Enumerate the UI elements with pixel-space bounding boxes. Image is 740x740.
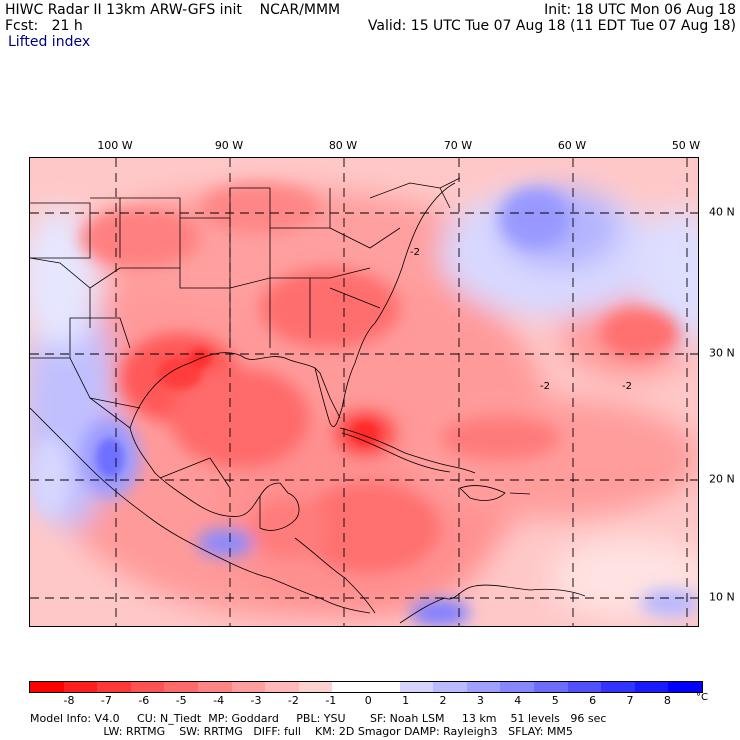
colorbar-swatch xyxy=(298,682,333,692)
init-time: Init: 18 UTC Mon 06 Aug 18 xyxy=(544,2,736,18)
colorbar-swatch xyxy=(30,682,64,692)
colorbar-tick-label: 0 xyxy=(364,694,372,707)
colorbar-swatch xyxy=(365,682,400,692)
colorbar-swatch xyxy=(164,682,198,692)
lon-label-50w: 50 W xyxy=(671,139,701,152)
lat-label-40n: 40 N xyxy=(709,205,735,219)
colorbar-tick-label: -5 xyxy=(175,694,187,707)
field-name: Lifted index xyxy=(8,34,91,50)
colorbar-tick-label: 6 xyxy=(589,694,597,707)
colorbar-swatch xyxy=(500,682,534,692)
colorbar-swatch xyxy=(601,682,635,692)
colorbar-swatch xyxy=(265,682,299,692)
colorbar-swatch xyxy=(332,682,366,692)
colorbar-tick-label: 1 xyxy=(402,694,410,707)
colorbar xyxy=(29,681,703,693)
colorbar-swatch xyxy=(63,682,98,692)
lat-label-20n: 20 N xyxy=(709,472,735,486)
colorbar-tick-label: 8 xyxy=(663,694,671,707)
colorbar-tick-label: -7 xyxy=(100,694,112,707)
contour-labels: -2 -2 -2 xyxy=(410,247,632,392)
colorbar-tick-label: -4 xyxy=(213,694,225,707)
lifted-index-map: -2 -2 -2 xyxy=(30,158,698,626)
colorbar-swatch xyxy=(197,682,232,692)
latlon-grid xyxy=(30,158,698,626)
lon-label-80w: 80 W xyxy=(328,139,358,152)
colorbar-swatch xyxy=(433,682,467,692)
colorbar-tick-label: -3 xyxy=(250,694,262,707)
map-panel[interactable]: -2 -2 -2 xyxy=(29,157,699,627)
colorbar-tick-label: 5 xyxy=(551,694,559,707)
field-layer-peaks xyxy=(96,348,379,478)
lon-label-70w: 70 W xyxy=(443,139,473,152)
lon-label-60w: 60 W xyxy=(557,139,587,152)
colorbar-swatch xyxy=(231,682,266,692)
lon-label-100w: 100 W xyxy=(97,139,133,152)
colorbar-swatch xyxy=(533,682,568,692)
colorbar-swatch xyxy=(634,682,669,692)
colorbar-swatch xyxy=(97,682,131,692)
forecast-hour: Fcst: 21 h xyxy=(5,18,83,34)
colorbar-tick-label: -2 xyxy=(287,694,299,707)
field-layer-cores xyxy=(30,183,698,626)
map-title: HIWC Radar II 13km ARW-GFS init NCAR/MMM xyxy=(5,2,341,18)
lat-label-10n: 10 N xyxy=(709,590,735,604)
colorbar-tick-label: 7 xyxy=(626,694,634,707)
model-info-line1: Model Info: V4.0 CU: N_Tiedt MP: Goddard… xyxy=(30,712,607,725)
colorbar-tick-label: 3 xyxy=(476,694,484,707)
colorbar-swatch xyxy=(399,682,434,692)
contour-label: -2 xyxy=(410,247,420,258)
colorbar-tick-label: 4 xyxy=(514,694,522,707)
colorbar-swatch xyxy=(130,682,165,692)
valid-time: Valid: 15 UTC Tue 07 Aug 18 (11 EDT Tue … xyxy=(367,18,736,34)
contour-label: -2 xyxy=(540,381,550,392)
colorbar-tick-label: -6 xyxy=(138,694,150,707)
colorbar-swatch xyxy=(567,682,602,692)
colorbar-tick-label: -1 xyxy=(325,694,337,707)
colorbar-swatch xyxy=(668,682,702,692)
colorbar-tick-label: -8 xyxy=(63,694,75,707)
model-info-line2: LW: RRTMG SW: RRTMG DIFF: full KM: 2D Sm… xyxy=(30,725,573,738)
lon-label-90w: 90 W xyxy=(214,139,244,152)
colorbar-unit: °C xyxy=(696,692,708,703)
colorbar-tick-label: 2 xyxy=(439,694,447,707)
lat-label-30n: 30 N xyxy=(709,346,735,360)
contour-label: -2 xyxy=(622,381,632,392)
colorbar-swatch xyxy=(466,682,501,692)
